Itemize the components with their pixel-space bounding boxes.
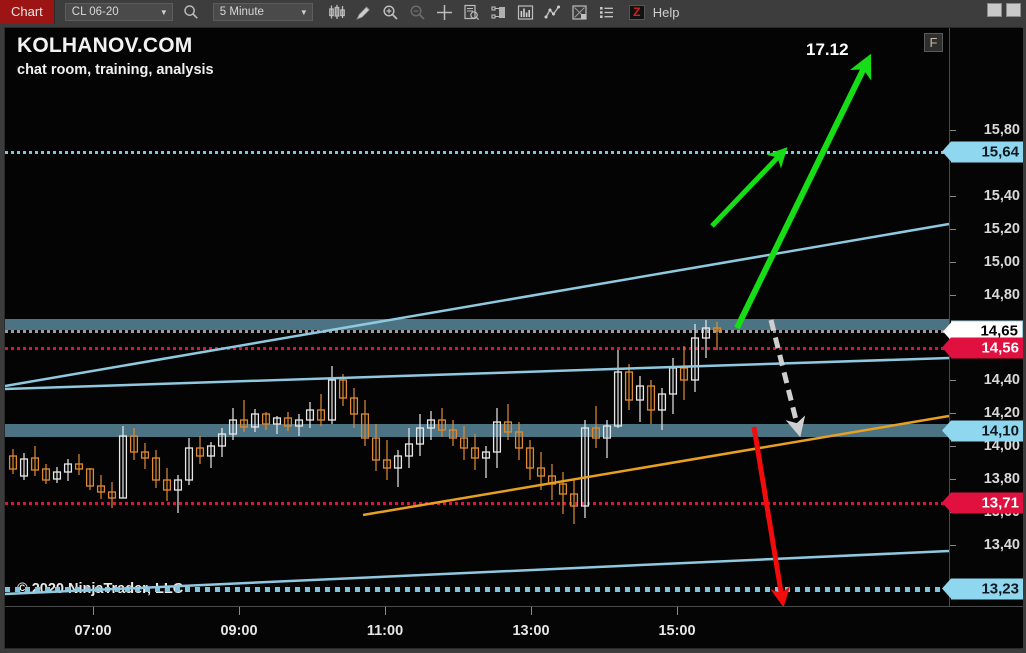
- orange-support-trendline: [362, 414, 949, 517]
- resistance-15-64: [5, 150, 949, 154]
- zup-brand-icon[interactable]: Z: [628, 4, 645, 20]
- instrument-value: CL 06-20: [71, 6, 119, 18]
- price-tick: [950, 479, 956, 480]
- timeframe-value: 5 Minute: [219, 6, 264, 18]
- list-icon[interactable]: [595, 2, 619, 22]
- white-pullback-arrow: [768, 319, 806, 438]
- price-axis-label: 15,40: [983, 188, 1020, 204]
- data-box-icon[interactable]: [460, 2, 484, 22]
- candlestick-type-icon[interactable]: [325, 2, 349, 22]
- instrument-selector[interactable]: CL 06-20 ▼: [64, 3, 173, 21]
- price-axis-label: 13,80: [983, 471, 1020, 487]
- time-axis-label: 15:00: [658, 623, 696, 639]
- pivot-13-71: [5, 501, 949, 505]
- zoom-in-icon[interactable]: [379, 2, 403, 22]
- price-tick: [950, 380, 956, 381]
- price-axis-label: 15,00: [983, 254, 1020, 270]
- price-tick: [950, 262, 956, 263]
- pivot-level-tag[interactable]: 14,56: [942, 337, 1023, 359]
- supply-zone-upper: [5, 319, 949, 330]
- price-axis[interactable]: 15,80 15,40 15,20 15,00 14,80 14,40 14,20 14,00…: [942, 28, 1023, 638]
- minimize-button[interactable]: [987, 3, 1002, 17]
- timeframe-selector[interactable]: 5 Minute ▼: [212, 3, 313, 21]
- lower-target-tag[interactable]: 13,23: [942, 578, 1023, 600]
- fullscreen-toggle-button[interactable]: F: [924, 33, 943, 52]
- price-axis-label: 14,00: [983, 438, 1020, 454]
- price-tick: [950, 229, 956, 230]
- time-axis-label: 07:00: [74, 623, 112, 639]
- price-tick: [950, 196, 956, 197]
- price-tick: [950, 446, 956, 447]
- price-tick: [950, 413, 956, 414]
- snapshot-icon[interactable]: [568, 2, 592, 22]
- price-tick: [950, 130, 956, 131]
- price-tag-value: 13,23: [981, 580, 1019, 598]
- price-tag-value: 13,71: [981, 494, 1019, 512]
- hierarchy-icon[interactable]: [487, 2, 511, 22]
- support-zone-tag[interactable]: 14,10: [942, 420, 1023, 442]
- price-tick: [950, 295, 956, 296]
- time-tick: [385, 607, 386, 615]
- lower-pivot-tag[interactable]: 13,71: [942, 492, 1023, 514]
- chart-tab[interactable]: Chart: [0, 0, 55, 24]
- chart-toolbar: Chart CL 06-20 ▼ 5 Minute ▼: [0, 0, 1026, 24]
- zone-14-65: [5, 329, 949, 333]
- chevron-down-icon: ▼: [159, 7, 168, 17]
- maximize-button[interactable]: [1006, 3, 1021, 17]
- price-tag-value: 14,56: [981, 339, 1019, 357]
- bar-chart-icon[interactable]: [514, 2, 538, 22]
- resistance-level-tag[interactable]: 15,64: [942, 141, 1023, 163]
- target-13-23: [5, 586, 949, 592]
- candlestick-series: [8, 320, 722, 524]
- time-tick: [239, 607, 240, 615]
- help-menu[interactable]: Help: [652, 4, 680, 20]
- last-price-tag[interactable]: 14,65: [943, 320, 1023, 342]
- price-axis-label: 13,40: [983, 537, 1020, 553]
- search-icon[interactable]: [179, 2, 203, 22]
- crosshair-icon[interactable]: [433, 2, 457, 22]
- window-controls: [983, 3, 1021, 17]
- price-axis-label: 15,20: [983, 221, 1020, 237]
- time-axis[interactable]: 07:00 09:00 11:00 13:00 15:00: [5, 606, 1023, 648]
- green-breakout-arrow-small: [710, 147, 788, 228]
- pivot-14-56: [5, 346, 949, 350]
- trendlines-layer: [5, 53, 949, 606]
- chart-frame: KOLHANOV.COM chat room, training, analys…: [4, 27, 1023, 649]
- price-plot-area[interactable]: KOLHANOV.COM chat room, training, analys…: [5, 28, 949, 606]
- price-tag-value: 15,64: [981, 143, 1019, 161]
- price-tag-value: 14,10: [981, 422, 1019, 440]
- price-axis-label: 14,20: [983, 405, 1020, 421]
- red-downside-arrow: [751, 426, 791, 606]
- time-tick: [531, 607, 532, 615]
- upper-blue-channel: [5, 222, 949, 388]
- time-axis-label: 13:00: [512, 623, 550, 639]
- time-axis-label: 11:00: [366, 623, 404, 639]
- zoom-out-icon: [406, 2, 430, 22]
- price-axis-label: 14,40: [983, 372, 1020, 388]
- time-tick: [93, 607, 94, 615]
- price-tick: [950, 545, 956, 546]
- line-chart-icon[interactable]: [541, 2, 565, 22]
- lower-blue-channel: [5, 549, 949, 596]
- price-tag-value: 14,65: [980, 322, 1018, 340]
- time-tick: [677, 607, 678, 615]
- mid-blue-channel: [5, 356, 949, 391]
- chevron-down-icon: ▼: [299, 7, 308, 17]
- green-target-arrow-large: [734, 53, 872, 330]
- pencil-icon[interactable]: [352, 2, 376, 22]
- target-price-annotation: 17.12: [806, 40, 849, 59]
- price-axis-label: 15,80: [983, 122, 1020, 138]
- time-axis-label: 09:00: [220, 623, 258, 639]
- price-axis-label: 14,80: [983, 287, 1020, 303]
